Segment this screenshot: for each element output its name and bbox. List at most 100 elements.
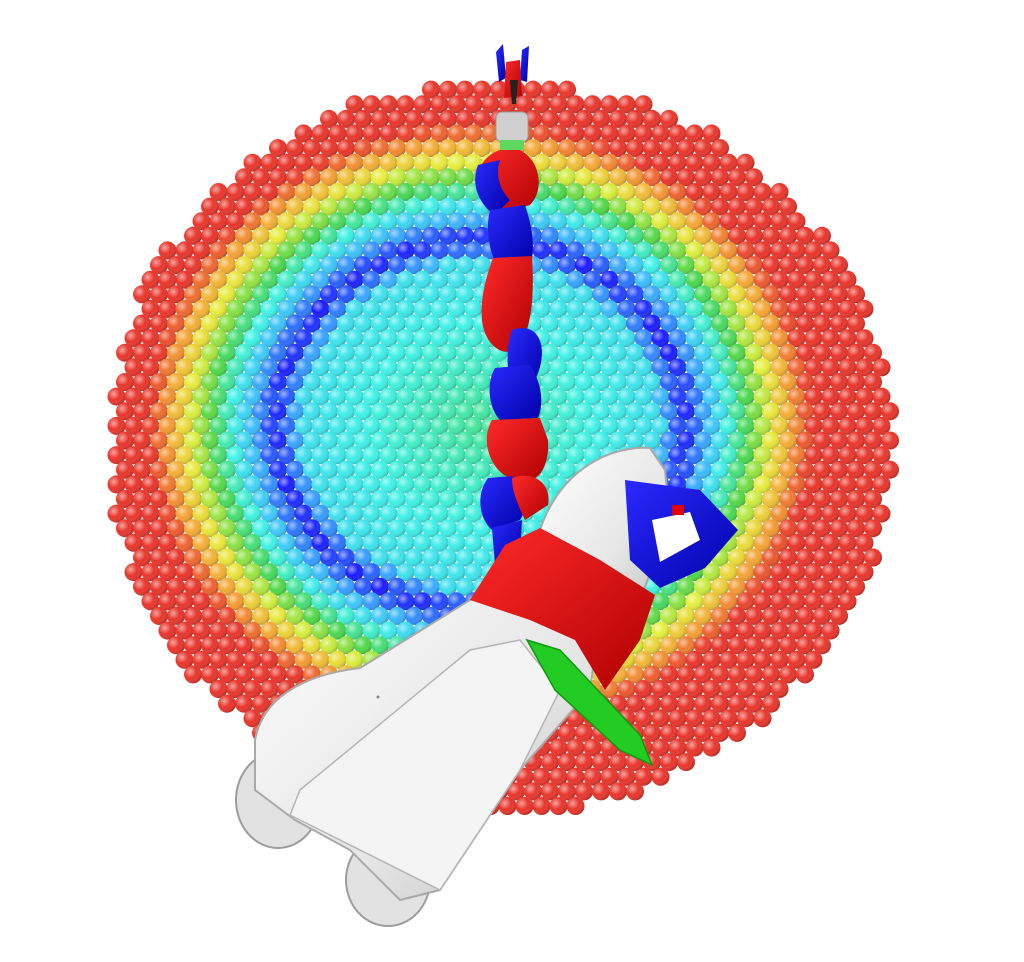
sphere-shading bbox=[456, 314, 474, 333]
sphere-shading bbox=[328, 153, 347, 172]
sphere-shading bbox=[779, 256, 797, 275]
sphere-shading bbox=[473, 373, 491, 391]
sphere-shading bbox=[711, 168, 729, 187]
sphere-shading bbox=[447, 212, 466, 231]
sphere-shading bbox=[175, 475, 194, 494]
sphere-shading bbox=[201, 402, 219, 421]
sphere-shading bbox=[226, 299, 245, 318]
sphere-shading bbox=[583, 124, 602, 143]
sphere-shading bbox=[762, 402, 780, 421]
sphere-shading bbox=[575, 402, 593, 421]
sphere-shading bbox=[660, 197, 678, 216]
sphere-shading bbox=[192, 270, 211, 289]
sphere-shading bbox=[252, 285, 270, 304]
sphere-shading bbox=[609, 197, 627, 216]
sphere-shading bbox=[694, 168, 712, 187]
sphere-shading bbox=[184, 373, 202, 391]
sphere-shading bbox=[660, 109, 678, 128]
sphere-shading bbox=[575, 256, 593, 275]
sphere-shading bbox=[600, 270, 619, 289]
sphere-shading bbox=[575, 373, 593, 391]
sphere-shading bbox=[660, 373, 678, 391]
sphere-shading bbox=[745, 197, 763, 216]
sphere-shading bbox=[141, 358, 160, 377]
sphere-shading bbox=[728, 197, 746, 216]
sphere-shading bbox=[694, 373, 712, 391]
sphere-shading bbox=[473, 109, 491, 128]
sphere-shading bbox=[694, 285, 712, 304]
sphere-shading bbox=[609, 285, 627, 304]
sphere-shading bbox=[651, 767, 670, 786]
sphere-shading bbox=[770, 212, 789, 231]
sphere-shading bbox=[192, 387, 211, 406]
sphere-shading bbox=[388, 226, 406, 245]
sphere-shading bbox=[116, 460, 134, 479]
sphere-shading bbox=[660, 431, 678, 450]
sphere-shading bbox=[651, 124, 670, 143]
sphere-shading bbox=[167, 285, 185, 304]
sphere-shading bbox=[634, 416, 653, 435]
sphere-shading bbox=[796, 460, 814, 479]
sphere-shading bbox=[575, 314, 593, 333]
sphere-shading bbox=[184, 285, 202, 304]
sphere-shading bbox=[260, 183, 279, 201]
sphere-shading bbox=[447, 299, 466, 318]
sphere-shading bbox=[226, 212, 245, 231]
sphere-shading bbox=[566, 153, 585, 172]
sphere-shading bbox=[736, 299, 755, 318]
sphere-shading bbox=[456, 80, 474, 99]
sphere-shading bbox=[549, 212, 568, 231]
sphere-shading bbox=[405, 285, 423, 304]
sphere-shading bbox=[201, 431, 219, 450]
sphere-shading bbox=[796, 665, 814, 684]
sphere-shading bbox=[175, 270, 194, 289]
sphere-shading bbox=[541, 460, 559, 479]
sphere-shading bbox=[719, 299, 738, 318]
sphere-shading bbox=[855, 329, 874, 348]
sphere-shading bbox=[184, 402, 202, 421]
sphere-shading bbox=[337, 314, 355, 333]
sphere-shading bbox=[694, 226, 712, 245]
sphere-shading bbox=[464, 299, 483, 318]
sphere-shading bbox=[396, 183, 415, 201]
sphere-shading bbox=[566, 270, 585, 289]
sphere-shading bbox=[286, 314, 304, 333]
sphere-shading bbox=[252, 431, 270, 450]
sphere-shading bbox=[541, 314, 559, 333]
sphere-shading bbox=[430, 153, 449, 172]
sphere-shading bbox=[158, 446, 177, 465]
sphere-shading bbox=[685, 270, 704, 289]
sphere-shading bbox=[328, 329, 347, 348]
sphere-shading bbox=[447, 95, 466, 114]
sphere-shading bbox=[634, 387, 653, 406]
sphere-shading bbox=[107, 475, 126, 494]
sphere-shading bbox=[209, 183, 228, 201]
sphere-shading bbox=[243, 183, 262, 201]
sphere-shading bbox=[396, 329, 415, 348]
sphere-shading bbox=[413, 212, 432, 231]
sphere-shading bbox=[481, 124, 500, 143]
sphere-shading bbox=[209, 329, 228, 348]
sphere-shading bbox=[600, 124, 619, 143]
sphere-shading bbox=[192, 475, 211, 494]
sphere-shading bbox=[388, 402, 406, 421]
sphere-shading bbox=[396, 299, 415, 318]
sphere-shading bbox=[209, 299, 228, 318]
sphere-shading bbox=[626, 168, 644, 187]
sphere-shading bbox=[651, 183, 670, 201]
sphere-shading bbox=[702, 387, 721, 406]
sphere-shading bbox=[116, 402, 134, 421]
sphere-shading bbox=[269, 460, 287, 479]
sphere-shading bbox=[456, 139, 474, 158]
sphere-shading bbox=[167, 402, 185, 421]
sphere-shading bbox=[320, 285, 338, 304]
sphere-shading bbox=[634, 299, 653, 318]
sphere-shading bbox=[413, 183, 432, 201]
sphere-shading bbox=[320, 226, 338, 245]
sphere-shading bbox=[320, 373, 338, 391]
sphere-shading bbox=[719, 241, 738, 260]
sphere-shading bbox=[464, 329, 483, 348]
sphere-shading bbox=[235, 256, 253, 275]
sphere-shading bbox=[558, 168, 576, 187]
